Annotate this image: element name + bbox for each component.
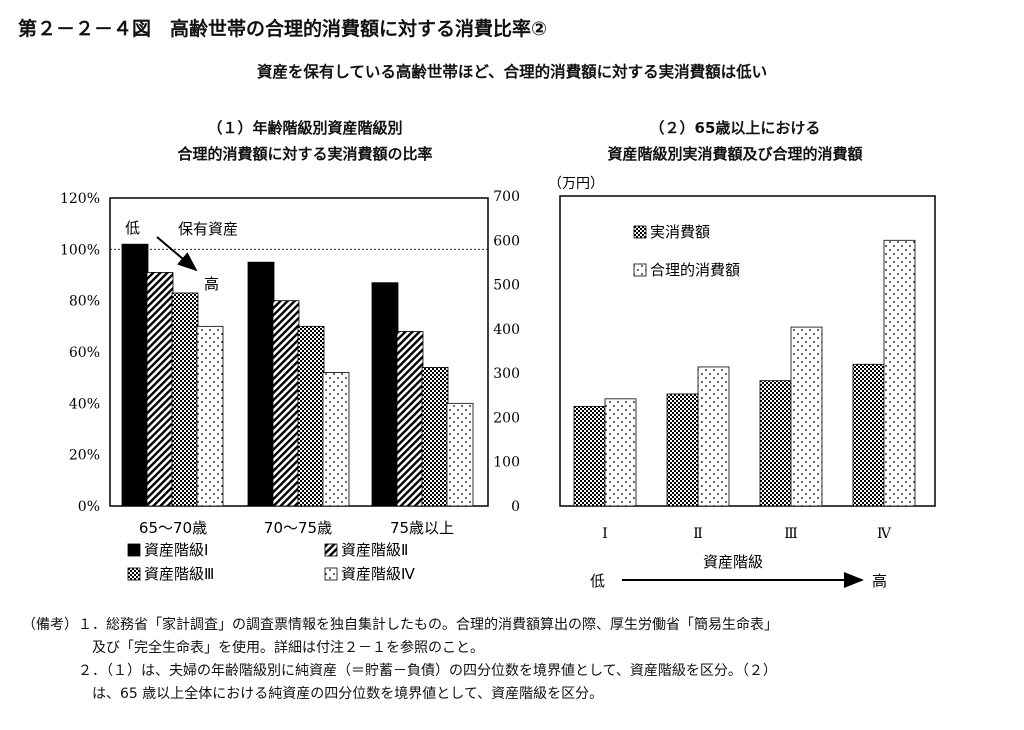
chart1-bar xyxy=(421,366,449,507)
chart1-legend-swatch xyxy=(324,567,338,581)
chart2-x-tick-label: Ⅱ xyxy=(693,526,703,542)
chart2-x-axis-label: 資産階級 xyxy=(703,553,763,571)
chart2-bar xyxy=(852,363,885,507)
chart2-title-line2: 資産階級別実消費額及び合理的消費額 xyxy=(607,145,863,163)
chart2-bar xyxy=(573,405,606,507)
figure-title: 第２－２－４図 高齢世帯の合理的消費額に対する消費比率② xyxy=(18,18,548,40)
chart2-unit-label: （万円） xyxy=(548,176,604,192)
chart2-y-tick-label: 500 xyxy=(493,278,520,294)
chart2-x-tick-label: Ⅲ xyxy=(784,526,798,542)
chart2-y-tick-label: 700 xyxy=(493,189,520,205)
notes: （備考）１．総務省「家計調査」の調査票情報を独自集計したもの。合理的消費額算出の… xyxy=(22,614,1012,706)
chart1-bar xyxy=(146,272,174,507)
chart2-bar xyxy=(697,366,730,507)
chart1-title-line1: （１）年齢階級別資産階級別 xyxy=(207,119,403,137)
chart1-annotation-arrow xyxy=(156,236,198,272)
chart1-legend-swatch xyxy=(127,543,141,557)
chart1-bar xyxy=(171,292,199,507)
chart2-bar xyxy=(883,239,916,507)
chart1-annotation-high: 高 xyxy=(204,275,219,293)
chart1-bar xyxy=(322,372,350,507)
chart1-bar xyxy=(196,325,224,507)
chart1-y-tick-label: 20% xyxy=(69,448,100,464)
chart1-bar xyxy=(396,331,424,507)
chart1-x-tick-label: 65～70歳 xyxy=(139,519,207,537)
chart1-annotation-asset: 保有資産 xyxy=(178,220,238,238)
chart1-x-tick-label: 75歳以上 xyxy=(390,519,454,537)
chart2-y-tick-label: 0 xyxy=(511,499,520,515)
chart2-y-tick-label: 600 xyxy=(493,233,520,249)
chart1-bar xyxy=(247,261,275,507)
chart2-legend-label: 合理的消費額 xyxy=(650,261,740,279)
chart1-y-tick-label: 100% xyxy=(60,242,100,258)
chart2-bar xyxy=(790,326,823,507)
note-line-4: は、65 歳以上全体における純資産の四分位数を境界値として、資産階級を区分。 xyxy=(22,686,604,702)
chart1-annotation-low: 低 xyxy=(125,219,140,237)
chart1-bar xyxy=(272,300,300,507)
chart1-legend-label: 資産階級Ⅱ xyxy=(341,541,408,559)
chart1-y-tick-label: 40% xyxy=(69,396,100,412)
chart2-legend-swatch xyxy=(633,263,647,277)
chart1-x-tick-label: 70～75歳 xyxy=(264,519,332,537)
chart1-bar xyxy=(446,402,474,507)
chart2-bar xyxy=(759,380,792,507)
chart2-legend-label: 実消費額 xyxy=(650,223,710,241)
chart1-bar xyxy=(371,282,399,507)
chart1-title-line2: 合理的消費額に対する実消費額の比率 xyxy=(177,145,433,163)
chart1-legend-label: 資産階級Ⅳ xyxy=(341,565,415,583)
note-line-2: 及び「完全生命表」を使用。詳細は付注２－１を参照のこと。 xyxy=(22,640,484,656)
chart2-bar xyxy=(604,398,637,507)
chart2-y-tick-label: 400 xyxy=(493,322,520,338)
chart1-y-tick-label: 0% xyxy=(78,499,100,515)
chart1-legend-swatch xyxy=(324,543,338,557)
chart2-x-tick-label: Ⅳ xyxy=(877,526,892,542)
chart2-y-tick-label: 300 xyxy=(493,366,520,382)
figure-subtitle: 資産を保有している高齢世帯ほど、合理的消費額に対する実消費額は低い xyxy=(256,63,768,81)
chart2-y-tick-label: 100 xyxy=(493,455,520,471)
chart2-axis-arrow-low: 低 xyxy=(590,572,605,590)
chart2-x-tick-label: Ⅰ xyxy=(602,526,608,542)
chart1-legend-label: 資産階級Ⅲ xyxy=(144,565,214,583)
chart1-y-tick-label: 80% xyxy=(69,294,100,310)
chart1-legend-swatch xyxy=(127,567,141,581)
chart1-bar xyxy=(297,325,325,507)
chart1-legend-label: 資産階級Ⅰ xyxy=(144,541,208,559)
chart2-axis-arrow-high: 高 xyxy=(872,572,887,590)
chart1-y-tick-label: 120% xyxy=(60,191,100,207)
chart2-title-line1: （２）65歳以上における xyxy=(649,119,821,137)
note-line-3: ２．（１）は、夫婦の年齢階級別に純資産（＝貯蓄－負債）の四分位数を境界値として、… xyxy=(22,663,777,679)
note-line-1: （備考）１．総務省「家計調査」の調査票情報を独自集計したもの。合理的消費額算出の… xyxy=(22,617,778,633)
chart2-y-tick-label: 200 xyxy=(493,410,520,426)
chart2-legend-swatch xyxy=(633,225,647,239)
chart1-y-tick-label: 60% xyxy=(69,345,100,361)
chart2-bar xyxy=(666,393,699,507)
chart1-bar xyxy=(121,243,149,507)
